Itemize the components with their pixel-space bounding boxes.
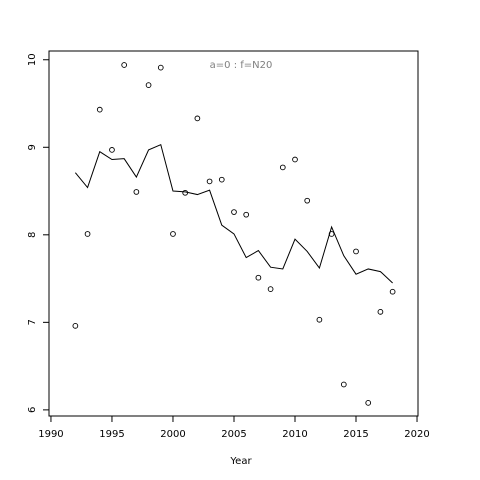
point [340, 381, 347, 388]
y-tick-label: 7 [27, 319, 38, 325]
point [316, 316, 323, 323]
point [231, 209, 237, 215]
point [389, 288, 396, 295]
point [72, 322, 79, 329]
point [218, 176, 225, 183]
point [194, 115, 201, 122]
point [267, 286, 274, 292]
point [255, 274, 262, 281]
point [292, 156, 298, 163]
point [377, 308, 384, 315]
point [84, 231, 91, 237]
point [206, 178, 213, 185]
y-tick-label: 9 [27, 144, 38, 150]
x-tick-label: 2005 [221, 429, 246, 440]
x-tick-label: 2000 [160, 429, 185, 440]
point [353, 248, 359, 255]
y-tick-label: 6 [27, 407, 38, 413]
point [304, 197, 311, 204]
annotation: a=0 : f=N20 [210, 60, 273, 71]
x-axis-label: Year [229, 456, 252, 467]
point [109, 147, 115, 153]
line [74, 143, 393, 284]
x-tick-label: 1990 [38, 429, 63, 440]
point [157, 64, 164, 71]
y-tick-label: 10 [27, 53, 38, 66]
point [365, 400, 372, 406]
point [133, 189, 140, 195]
point [182, 189, 189, 196]
point [170, 231, 176, 237]
point [145, 82, 152, 88]
x-tick-label: 2020 [404, 429, 429, 440]
x-tick-label: 2015 [343, 429, 368, 440]
x-tick-label: 1995 [99, 429, 124, 440]
point [96, 106, 103, 113]
y-tick-label: 8 [27, 232, 38, 238]
point [243, 211, 250, 218]
point [121, 62, 128, 68]
point [279, 164, 286, 171]
x-tick-label: 2010 [282, 429, 307, 440]
